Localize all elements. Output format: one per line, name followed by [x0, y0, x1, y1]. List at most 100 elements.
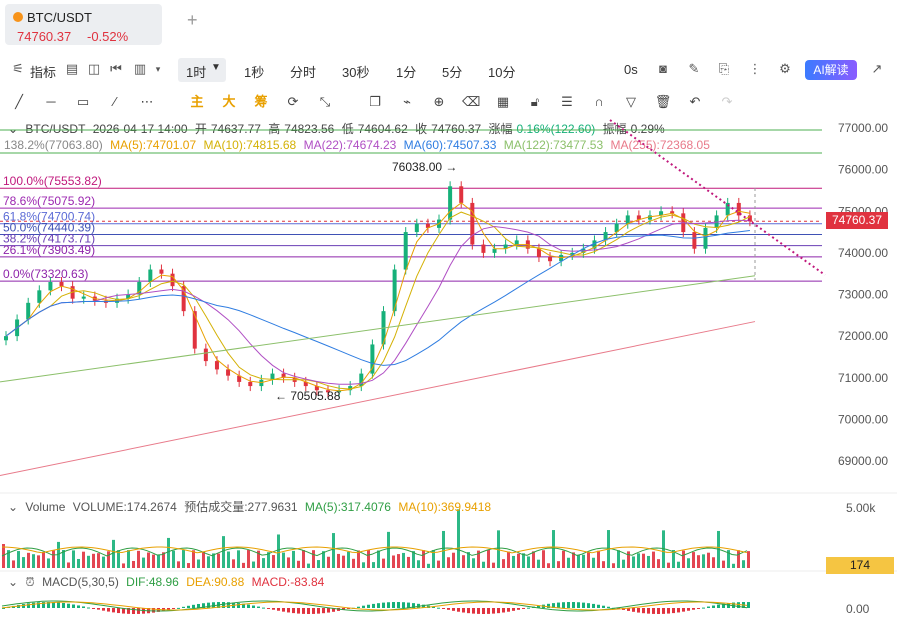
candle [703, 227, 708, 249]
macd-dif: DIF:48.96 [126, 575, 179, 589]
template-icon[interactable]: ▤ [65, 61, 79, 76]
eraser-icon[interactable]: ⌫ [462, 94, 481, 109]
indicators-button[interactable]: 指标 [30, 65, 57, 80]
macd-bar [632, 608, 635, 612]
large-order-button[interactable]: 大 [222, 94, 236, 109]
layout-icon[interactable]: ◫ [87, 61, 101, 76]
camera-icon[interactable]: ◙ [659, 61, 667, 76]
add-tab-icon[interactable]: + [187, 10, 198, 30]
copy-icon[interactable]: ❐ [369, 94, 381, 109]
settings-icon[interactable]: ⚙ [779, 61, 791, 76]
macd-bar [242, 603, 245, 608]
macd-bar [712, 605, 715, 608]
main-chip-button[interactable]: 主 [190, 94, 204, 109]
volume-bar [272, 555, 275, 568]
macd-bar [252, 605, 255, 608]
replay-icon[interactable]: ⏮ [110, 61, 122, 76]
timeframe-5m[interactable]: 5分 [442, 65, 463, 80]
volume-bar [542, 550, 545, 568]
volume-collapse-icon[interactable]: ⌄ [8, 500, 19, 514]
lock-icon[interactable]: 🔓︎ [530, 94, 540, 109]
volume-bar [667, 562, 670, 568]
list-icon[interactable]: ☰ [561, 94, 573, 109]
timeframe-30s[interactable]: 30秒 [342, 65, 370, 80]
volume-bar [497, 530, 500, 568]
macd-bar [312, 608, 315, 614]
more-tools-icon[interactable]: ⋯ [140, 94, 154, 109]
candle [26, 302, 31, 320]
symbol-tab[interactable]: BTC/USDT 74760.37 -0.52% [5, 4, 162, 45]
timeframe-10m[interactable]: 10分 [488, 65, 516, 80]
volume-bar [517, 553, 520, 568]
chart-icon[interactable]: ▦ [496, 94, 510, 109]
volume-bar [527, 556, 530, 568]
chart-type-chevron-icon[interactable]: ▾ [155, 64, 161, 74]
candle [226, 369, 231, 376]
volume-bar [502, 559, 505, 568]
timeframe-1s[interactable]: 1秒 [244, 65, 265, 80]
macd-bar [382, 602, 385, 608]
magnet-icon[interactable]: ∩ [594, 94, 604, 109]
collapse-icon[interactable]: ⌄ [8, 122, 19, 136]
low-annotation: ← 70505.88 [275, 389, 341, 403]
candle [481, 244, 486, 253]
volume-bar [142, 557, 145, 568]
volume-bar [427, 563, 430, 568]
timeframe-intraday[interactable]: 分时 [290, 65, 317, 80]
candle [503, 244, 508, 249]
time-display[interactable]: 0s [624, 62, 638, 77]
note-icon[interactable]: ⎘ [718, 61, 730, 76]
volume-bar [352, 558, 355, 568]
tab-bar: BTC/USDT 74760.37 -0.52% + [0, 0, 897, 50]
volume-bar [152, 554, 155, 568]
macd-bar [482, 608, 485, 614]
ma22-line [5, 219, 750, 385]
tab-price: 74760.37 [17, 29, 72, 44]
macd-bar [107, 608, 110, 612]
timeframe-1m[interactable]: 1分 [396, 65, 417, 80]
candle [659, 211, 664, 216]
macd-bar [172, 608, 175, 609]
pen-icon[interactable]: ✎ [688, 61, 700, 76]
volume-bar [357, 550, 360, 568]
alarm-icon[interactable]: ⏰︎ [25, 575, 35, 589]
volume-bar [707, 552, 710, 568]
indicator-icon[interactable]: ⚟ [12, 61, 24, 76]
info-close-label: 收 [415, 122, 428, 136]
horizontal-line-icon[interactable]: ─ [46, 94, 56, 109]
brush-icon[interactable]: ∕ [113, 94, 117, 109]
ruler-icon[interactable]: ⌁ [403, 94, 411, 109]
undo-icon[interactable]: ↶ [689, 94, 701, 109]
ai-analysis-button[interactable]: AI解读 [805, 60, 857, 80]
volume-bar [602, 561, 605, 568]
measure-icon[interactable]: ⤡ [319, 94, 331, 109]
info-change: 0.16%(122.60) [516, 122, 596, 136]
fib-label: 38.2%(74173.71) [3, 232, 95, 246]
volume-bar [532, 551, 535, 568]
zoom-in-icon[interactable]: ⊕ [433, 94, 445, 109]
candle [459, 186, 464, 203]
volume-bar [262, 558, 265, 568]
macd-bar [602, 605, 605, 608]
macd-bar [137, 608, 140, 614]
more-icon[interactable]: ⋮ [748, 61, 762, 76]
delete-icon[interactable]: 🗑︎ [654, 94, 672, 109]
candle [592, 240, 597, 249]
volume-bar [217, 553, 220, 568]
share-icon[interactable]: ↗ [871, 61, 883, 76]
sync-icon[interactable]: ⟳ [287, 94, 299, 109]
volume-bar [107, 551, 110, 568]
rectangle-icon[interactable]: ▭ [76, 94, 90, 109]
timeframe-select[interactable]: 1时 ▼ [178, 58, 226, 82]
chart-type-icon[interactable]: ▥ [133, 61, 147, 76]
ma255-line [0, 321, 756, 477]
chip-distribution-button[interactable]: 筹 [254, 94, 268, 109]
volume-bar [557, 561, 560, 568]
trend-line-icon[interactable]: ╱ [15, 94, 23, 109]
volume-bar [157, 554, 160, 568]
filter-icon[interactable]: ▽ [626, 94, 636, 109]
redo-icon[interactable]: ↷ [721, 94, 733, 109]
macd-collapse-icon[interactable]: ⌄ [8, 575, 19, 589]
volume-bar [462, 555, 465, 568]
